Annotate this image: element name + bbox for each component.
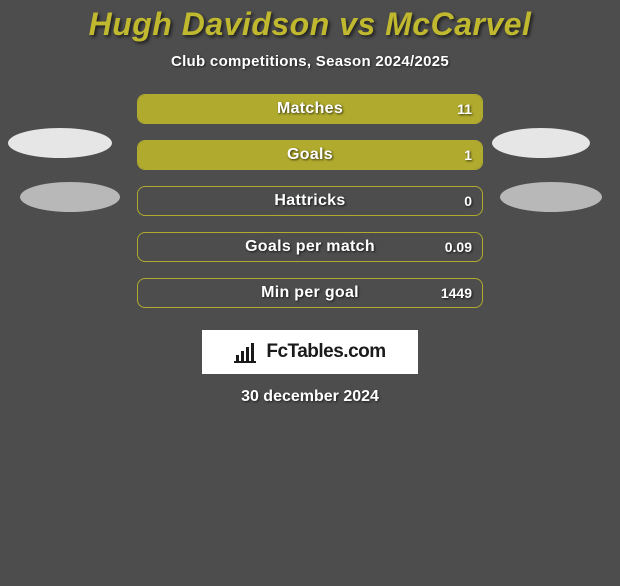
stat-label: Hattricks bbox=[274, 192, 345, 210]
brand-logo: FcTables.com bbox=[202, 330, 418, 374]
stat-value: 1 bbox=[464, 147, 472, 163]
stat-label: Matches bbox=[277, 100, 343, 118]
stat-row: Matches 11 bbox=[0, 94, 620, 124]
stat-value: 11 bbox=[457, 101, 472, 117]
stat-label: Goals bbox=[287, 146, 333, 164]
decorative-ellipse bbox=[500, 182, 602, 212]
stat-value: 1449 bbox=[441, 285, 472, 301]
decorative-ellipse bbox=[20, 182, 120, 212]
brand-logo-text: FcTables.com bbox=[266, 341, 385, 363]
stat-bar-track: Goals per match 0.09 bbox=[137, 232, 483, 262]
stat-row: Min per goal 1449 bbox=[0, 278, 620, 308]
stat-value: 0.09 bbox=[445, 239, 472, 255]
chart-bars-icon bbox=[234, 341, 260, 363]
stat-bar-track: Hattricks 0 bbox=[137, 186, 483, 216]
stat-value: 0 bbox=[464, 193, 472, 209]
date-text: 30 december 2024 bbox=[0, 388, 620, 406]
subtitle: Club competitions, Season 2024/2025 bbox=[0, 53, 620, 70]
stat-bar-track: Goals 1 bbox=[137, 140, 483, 170]
stat-label: Goals per match bbox=[245, 238, 375, 256]
stat-label: Min per goal bbox=[261, 284, 359, 302]
stat-bar-track: Matches 11 bbox=[137, 94, 483, 124]
stat-bar-track: Min per goal 1449 bbox=[137, 278, 483, 308]
stat-row: Goals per match 0.09 bbox=[0, 232, 620, 262]
page-title: Hugh Davidson vs McCarvel bbox=[0, 6, 620, 43]
decorative-ellipse bbox=[8, 128, 112, 158]
decorative-ellipse bbox=[492, 128, 590, 158]
